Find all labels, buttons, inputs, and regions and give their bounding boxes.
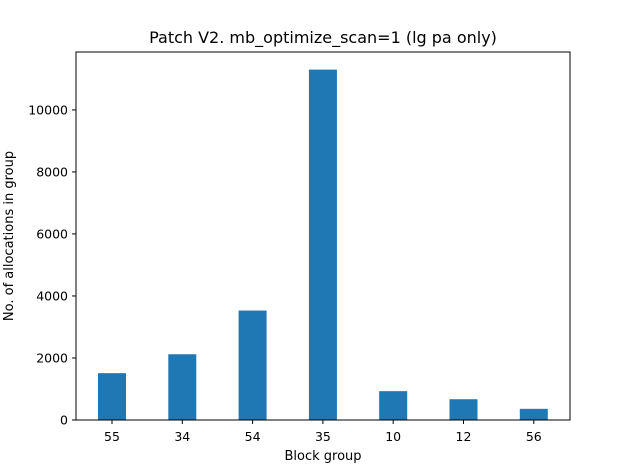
- x-tick-label: 10: [385, 429, 401, 444]
- bars-group: [98, 69, 548, 421]
- y-axis-ticks: 0 2000 4000 6000 8000 10000: [28, 102, 76, 428]
- x-tick-label: 34: [174, 429, 190, 444]
- chart-title: Patch V2. mb_optimize_scan=1 (lg pa only…: [149, 28, 497, 48]
- x-tick-label: 12: [456, 429, 472, 444]
- x-axis-ticks: 55 34 54 35 10 12 56: [104, 420, 542, 444]
- x-axis-label: Block group: [284, 449, 361, 464]
- y-tick-label: 0: [60, 413, 68, 428]
- x-tick-label: 56: [526, 429, 542, 444]
- y-tick-label: 10000: [28, 102, 68, 117]
- plot-area-frame: [75, 51, 571, 421]
- y-tick-label: 2000: [36, 350, 68, 365]
- y-tick-label: 8000: [36, 164, 68, 179]
- y-tick-label: 6000: [36, 226, 68, 241]
- bar-54: [238, 310, 267, 420]
- bar-10: [379, 391, 408, 420]
- y-tick-label: 4000: [36, 288, 68, 303]
- bar-35: [308, 69, 337, 421]
- bar-56: [519, 408, 548, 420]
- y-axis-label: No. of allocations in group: [2, 151, 17, 321]
- x-tick-label: 54: [245, 429, 261, 444]
- bar-55: [98, 373, 126, 420]
- bar-34: [168, 354, 197, 420]
- x-tick-label: 55: [104, 429, 120, 444]
- bar-12: [449, 399, 478, 420]
- x-tick-label: 35: [315, 429, 331, 444]
